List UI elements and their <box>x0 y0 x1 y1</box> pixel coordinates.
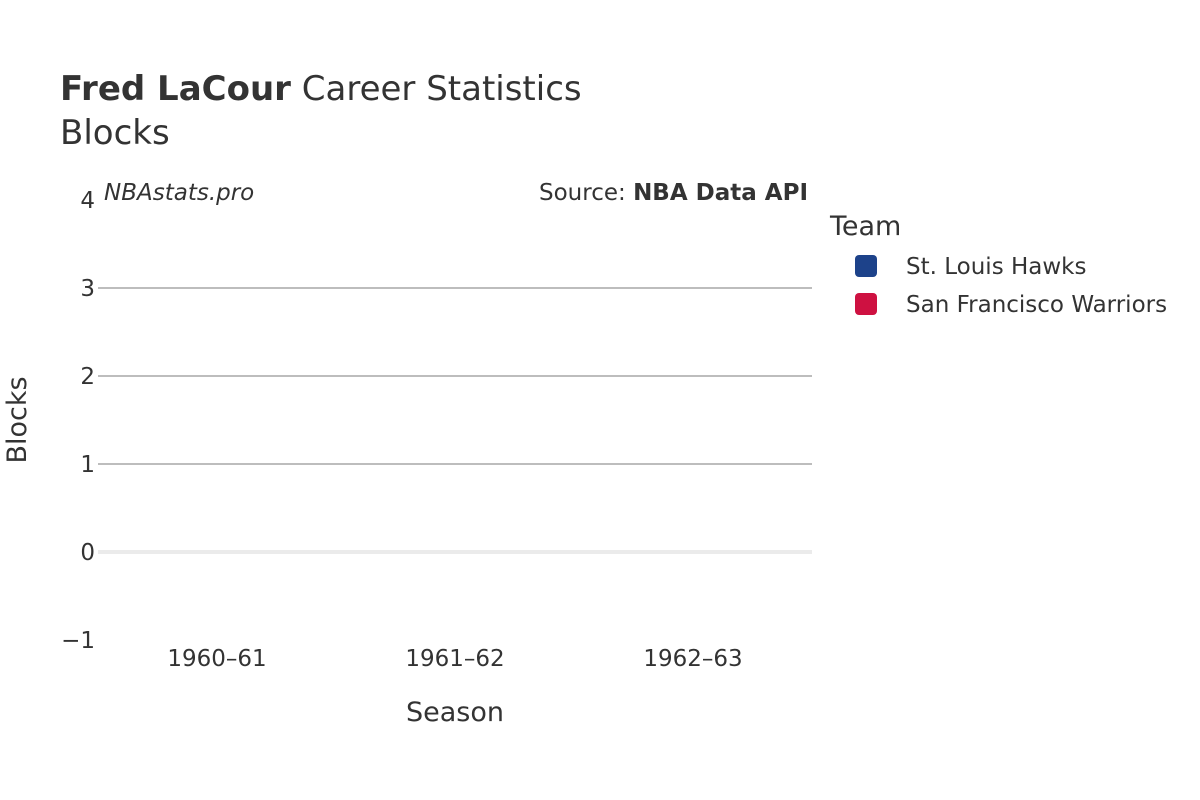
chart-title: Fred LaCour Career Statistics <box>60 69 582 109</box>
x-tick-label: 1962–63 <box>643 646 742 672</box>
legend-swatch <box>855 293 877 315</box>
legend-label: St. Louis Hawks <box>906 254 1087 280</box>
gridlines <box>98 287 812 554</box>
y-tick-label: −1 <box>61 628 95 654</box>
source-prefix: Source: <box>539 180 633 206</box>
x-tick-labels: 1960–61 1961–62 1962–63 <box>167 646 742 672</box>
y-tick-label: 4 <box>80 188 95 214</box>
title-player-name: Fred LaCour <box>60 69 291 109</box>
x-axis-label: Season <box>406 697 504 728</box>
title-rest: Career Statistics <box>291 69 582 109</box>
legend-title: Team <box>829 211 901 242</box>
y-axis-label: Blocks <box>2 376 33 463</box>
legend: St. Louis Hawks San Francisco Warriors <box>855 254 1167 318</box>
source-name: NBA Data API <box>633 180 808 206</box>
chart-subtitle: Blocks <box>60 113 170 153</box>
x-tick-label: 1961–62 <box>405 646 504 672</box>
source-note: Source: NBA Data API <box>539 180 808 206</box>
watermark: NBAstats.pro <box>104 180 254 206</box>
legend-swatch <box>855 255 877 277</box>
y-tick-label: 2 <box>80 364 95 390</box>
y-tick-label: 1 <box>80 452 95 478</box>
y-tick-label: 0 <box>80 540 95 566</box>
y-tick-labels: −1 0 1 2 3 4 <box>61 188 95 654</box>
legend-label: San Francisco Warriors <box>906 292 1167 318</box>
y-tick-label: 3 <box>80 276 95 302</box>
x-tick-label: 1960–61 <box>167 646 266 672</box>
